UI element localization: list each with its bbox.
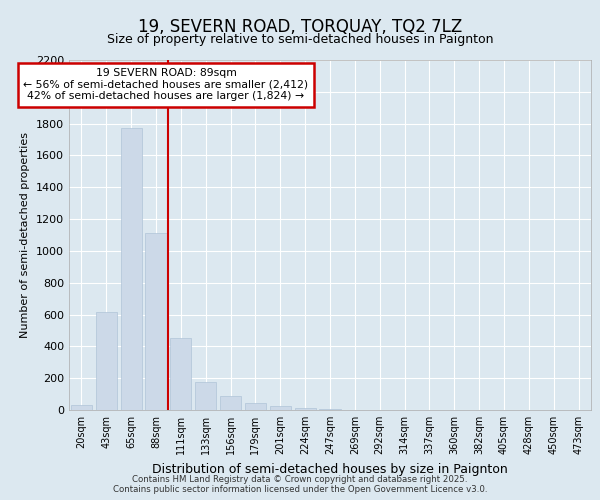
Bar (170, 338, 191, 410)
Text: 19 SEVERN ROAD: 89sqm
← 56% of semi-detached houses are smaller (2,412)
42% of s: 19 SEVERN ROAD: 89sqm ← 56% of semi-deta… (23, 68, 308, 101)
Bar (96, 312, 117, 410)
Text: Contains HM Land Registry data © Crown copyright and database right 2025.
Contai: Contains HM Land Registry data © Crown c… (113, 474, 487, 494)
Bar (220, 396, 241, 410)
X-axis label: Distribution of semi-detached houses by size in Paignton: Distribution of semi-detached houses by … (152, 462, 508, 475)
Bar (270, 406, 291, 410)
Bar (145, 232, 167, 410)
Text: 19, SEVERN ROAD, TORQUAY, TQ2 7LZ: 19, SEVERN ROAD, TORQUAY, TQ2 7LZ (138, 18, 462, 36)
Bar (319, 409, 341, 410)
Bar (295, 408, 316, 410)
Y-axis label: Number of semi-detached properties: Number of semi-detached properties (20, 132, 31, 338)
Bar (121, 128, 142, 410)
Bar (195, 382, 216, 410)
Bar (71, 405, 92, 410)
Bar (245, 403, 266, 410)
Text: Size of property relative to semi-detached houses in Paignton: Size of property relative to semi-detach… (107, 32, 493, 46)
